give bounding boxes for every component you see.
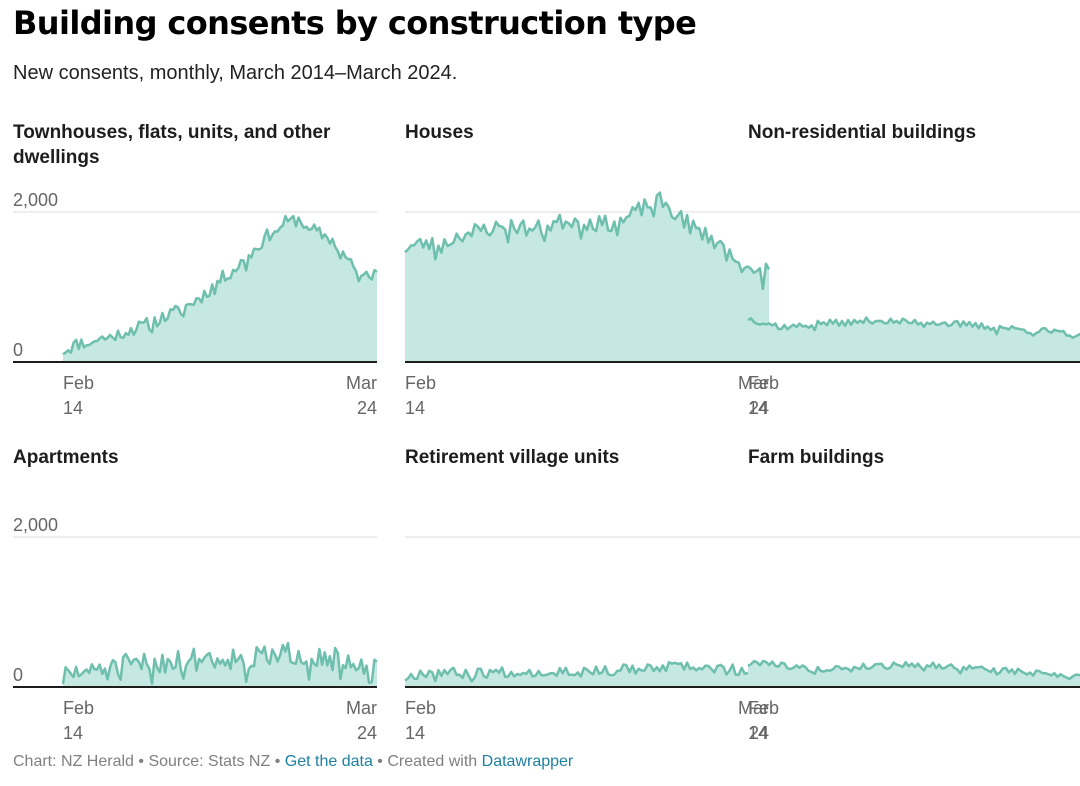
- footer-created-with: Created with: [387, 753, 478, 770]
- panel-title: Farm buildings: [748, 447, 885, 468]
- series-area: [405, 662, 769, 687]
- x-tick-label: Mar 24: [738, 373, 769, 418]
- chart-panel: Retirement village units Feb 14 Mar 24: [404, 445, 771, 755]
- y-tick-label: 2,000: [13, 190, 58, 210]
- x-tick-label: Feb 14: [63, 373, 94, 418]
- series-area: [405, 192, 769, 362]
- chart-panel: Townhouses, flats, units, and other dwel…: [13, 120, 379, 430]
- datawrapper-link[interactable]: Datawrapper: [481, 753, 574, 770]
- series-area: [748, 317, 1080, 362]
- area-chart: 2,000 0 Feb 14 Mar 24: [13, 190, 378, 418]
- series-line: [747, 659, 1080, 681]
- y-tick-label: 0: [13, 340, 23, 360]
- y-tick-label: 0: [13, 665, 23, 685]
- panel-title: Townhouses, flats, units, and other dwel…: [13, 122, 331, 168]
- series-area: [748, 660, 1080, 687]
- series-area: [63, 216, 377, 362]
- chart-subtitle: New consents, monthly, March 2014–March …: [13, 62, 458, 84]
- x-tick-label: Feb 14: [405, 373, 436, 418]
- series-line: [61, 641, 378, 685]
- x-tick-label: Mar 24: [346, 698, 377, 743]
- x-tick-label: Mar 24: [346, 373, 377, 418]
- series-line: [404, 191, 771, 291]
- area-chart: 2,000 0 Feb 14 Mar 24: [13, 515, 378, 743]
- panel-title: Non-residential buildings: [748, 122, 977, 143]
- footer-chart-credit: Chart: NZ Herald: [13, 753, 134, 770]
- chart-footer: Chart: NZ Herald • Source: Stats NZ • Ge…: [13, 753, 573, 771]
- panel-title: Retirement village units: [405, 447, 620, 468]
- footer-separator: •: [274, 753, 281, 770]
- x-tick-label: Mar 24: [738, 698, 769, 743]
- panel-title: Apartments: [13, 447, 119, 468]
- x-tick-label: Feb 14: [748, 698, 779, 743]
- chart-panel: Apartments 2,000 0 Feb 14 Mar 24: [13, 445, 379, 755]
- footer-separator: •: [377, 753, 383, 770]
- chart-panel: Houses Feb 14 Mar 24: [404, 120, 771, 430]
- x-tick-label: Feb 14: [405, 698, 436, 743]
- series-line: [62, 214, 378, 356]
- x-tick-label: Feb 14: [63, 698, 94, 743]
- panel-title: Houses: [405, 122, 474, 143]
- footer-source: Source: Stats NZ: [148, 753, 271, 770]
- chart-title: Building consents by construction type: [13, 4, 697, 42]
- y-tick-label: 2,000: [13, 515, 58, 535]
- footer-separator: •: [138, 753, 144, 770]
- x-tick-label: Feb 14: [748, 373, 779, 418]
- series-line: [404, 661, 771, 683]
- get-the-data-link[interactable]: Get the data: [284, 753, 373, 770]
- series-line: [747, 316, 1080, 339]
